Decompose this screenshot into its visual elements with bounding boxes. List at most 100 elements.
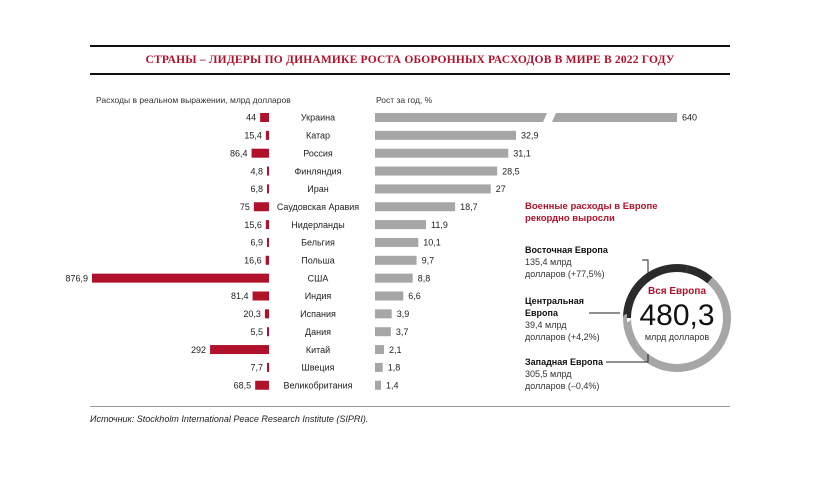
growth-bar-continued [552, 113, 677, 122]
region-west-detail-2: долларов (–0,4%) [525, 381, 600, 391]
country-label: Саудовская Аравия [277, 202, 359, 212]
growth-value-label: 27 [496, 184, 506, 194]
spending-value-label: 6,8 [250, 184, 263, 194]
growth-bar [375, 327, 391, 337]
growth-bar [375, 362, 383, 372]
growth-value-label: 18,7 [460, 202, 478, 212]
spending-value-label: 4,8 [250, 166, 263, 176]
spending-bar [265, 220, 269, 230]
spending-value-label: 7,7 [250, 363, 263, 373]
connector-east [642, 259, 649, 282]
spending-value-label: 86,4 [230, 148, 248, 158]
region-central-name-2: Европа [525, 308, 558, 318]
europe-total-label: Вся Европа [647, 286, 707, 297]
growth-bar [375, 255, 417, 265]
region-east-name: Восточная Европа [525, 245, 608, 255]
country-label: Китай [306, 345, 330, 355]
growth-value-label: 6,6 [408, 291, 421, 301]
spending-value-label: 20,3 [243, 309, 261, 319]
growth-value-label: 31,1 [513, 148, 531, 158]
country-label: Финляндия [294, 166, 341, 176]
right-axis-caption: Рост за год, % [376, 95, 433, 105]
spending-value-label: 876,9 [65, 273, 88, 283]
growth-value-label: 3,7 [396, 327, 409, 337]
title-rule [90, 73, 730, 75]
spending-value-label: 292 [191, 345, 206, 355]
spending-bar [267, 184, 269, 194]
growth-value-label: 2,1 [389, 345, 402, 355]
growth-value-label: 11,9 [431, 220, 448, 230]
country-label: Украина [301, 113, 335, 123]
spending-bar [267, 362, 269, 372]
country-label: Россия [303, 148, 333, 158]
country-label: Дания [305, 327, 331, 337]
country-label: США [308, 273, 329, 283]
spending-bar [252, 291, 269, 301]
spending-bar [255, 380, 269, 390]
spending-bar [210, 345, 269, 355]
country-label: Великобритания [283, 380, 352, 390]
region-central-detail-2: долларов (+4,2%) [525, 332, 600, 342]
growth-value-label: 1,4 [386, 380, 399, 390]
growth-bar [375, 220, 426, 230]
growth-bar [375, 309, 392, 319]
spending-bar [253, 202, 269, 212]
growth-value-label: 3,9 [397, 309, 410, 319]
growth-bar [375, 237, 419, 247]
region-west-name: Западная Европа [525, 357, 603, 367]
left-axis-caption: Расходы в реальном выражении, млрд долла… [96, 95, 291, 105]
europe-total-unit: млрд долларов [644, 332, 710, 342]
region-west-detail-1: 305,5 млрд [525, 369, 572, 379]
growth-bar [375, 184, 491, 194]
country-label: Польша [301, 256, 334, 266]
region-east-detail-2: долларов (+77,5%) [525, 269, 605, 279]
growth-value-label: 1,8 [388, 363, 401, 373]
region-central: Центральная Европа 39,4 млрд долларов (+… [525, 295, 600, 343]
spending-bar [267, 166, 269, 176]
spending-value-label: 6,9 [250, 238, 263, 248]
growth-bar [375, 273, 413, 283]
growth-value-label: 28,5 [502, 166, 520, 176]
region-west: Западная Европа 305,5 млрд долларов (–0,… [525, 356, 603, 392]
spending-value-label: 75 [240, 202, 250, 212]
spending-bar [265, 255, 269, 265]
growth-value-label: 32,9 [521, 131, 539, 141]
spending-value-label: 15,4 [244, 131, 262, 141]
growth-value-label: 9,7 [422, 256, 435, 266]
growth-bar [375, 345, 384, 355]
spending-bar [265, 130, 269, 140]
growth-value-label: 10,1 [423, 238, 441, 248]
spending-value-label: 5,5 [250, 327, 263, 337]
country-label: Испания [300, 309, 336, 319]
growth-value-label: 640 [682, 113, 697, 123]
country-label: Бельгия [301, 238, 335, 248]
connector-west [606, 354, 649, 363]
country-label: Нидерланды [291, 220, 344, 230]
region-central-name-1: Центральная [525, 296, 584, 306]
country-label: Индия [305, 291, 332, 301]
bottom-rule [90, 406, 730, 407]
region-east: Восточная Европа 135,4 млрд долларов (+7… [525, 244, 608, 280]
growth-bar [375, 148, 509, 158]
growth-bar [375, 113, 547, 122]
growth-bar [375, 291, 404, 301]
top-rule [90, 45, 730, 47]
growth-value-label: 8,8 [418, 273, 431, 283]
growth-bar [375, 202, 456, 212]
spending-value-label: 44 [246, 113, 256, 123]
region-east-detail-1: 135,4 млрд [525, 257, 572, 267]
country-label: Иран [307, 184, 328, 194]
spending-bar [251, 148, 269, 158]
spending-value-label: 81,4 [231, 291, 249, 301]
growth-bar [375, 130, 516, 140]
growth-bar [375, 166, 498, 176]
chart-title: СТРАНЫ – ЛИДЕРЫ ПО ДИНАМИКЕ РОСТА ОБОРОН… [145, 54, 675, 66]
country-label: Швеция [302, 363, 335, 373]
spending-bar [267, 237, 269, 247]
spending-bar [260, 113, 269, 122]
spending-bar [264, 309, 269, 319]
growth-bar [375, 380, 381, 390]
europe-total-value: 480,3 [639, 299, 715, 332]
spending-value-label: 15,6 [244, 220, 262, 230]
